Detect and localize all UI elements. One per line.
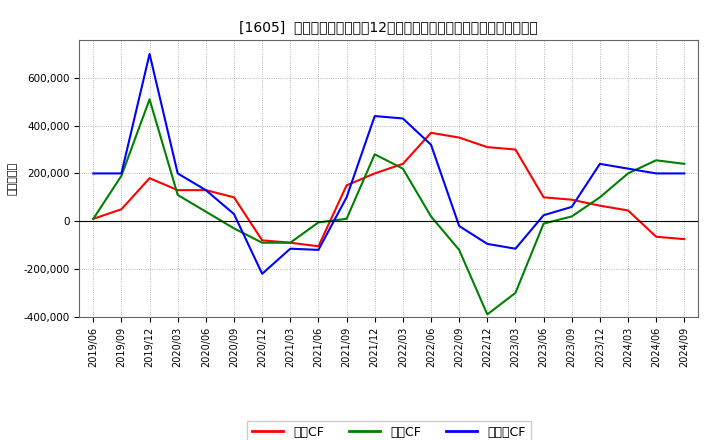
Y-axis label: （百万円）: （百万円） xyxy=(8,161,18,195)
Title: [1605]  キャッシュフローの12か月移動合計の対前年同期増減額の推移: [1605] キャッシュフローの12か月移動合計の対前年同期増減額の推移 xyxy=(240,20,538,34)
Legend: 営業CF, 投資CF, フリーCF: 営業CF, 投資CF, フリーCF xyxy=(247,421,531,440)
